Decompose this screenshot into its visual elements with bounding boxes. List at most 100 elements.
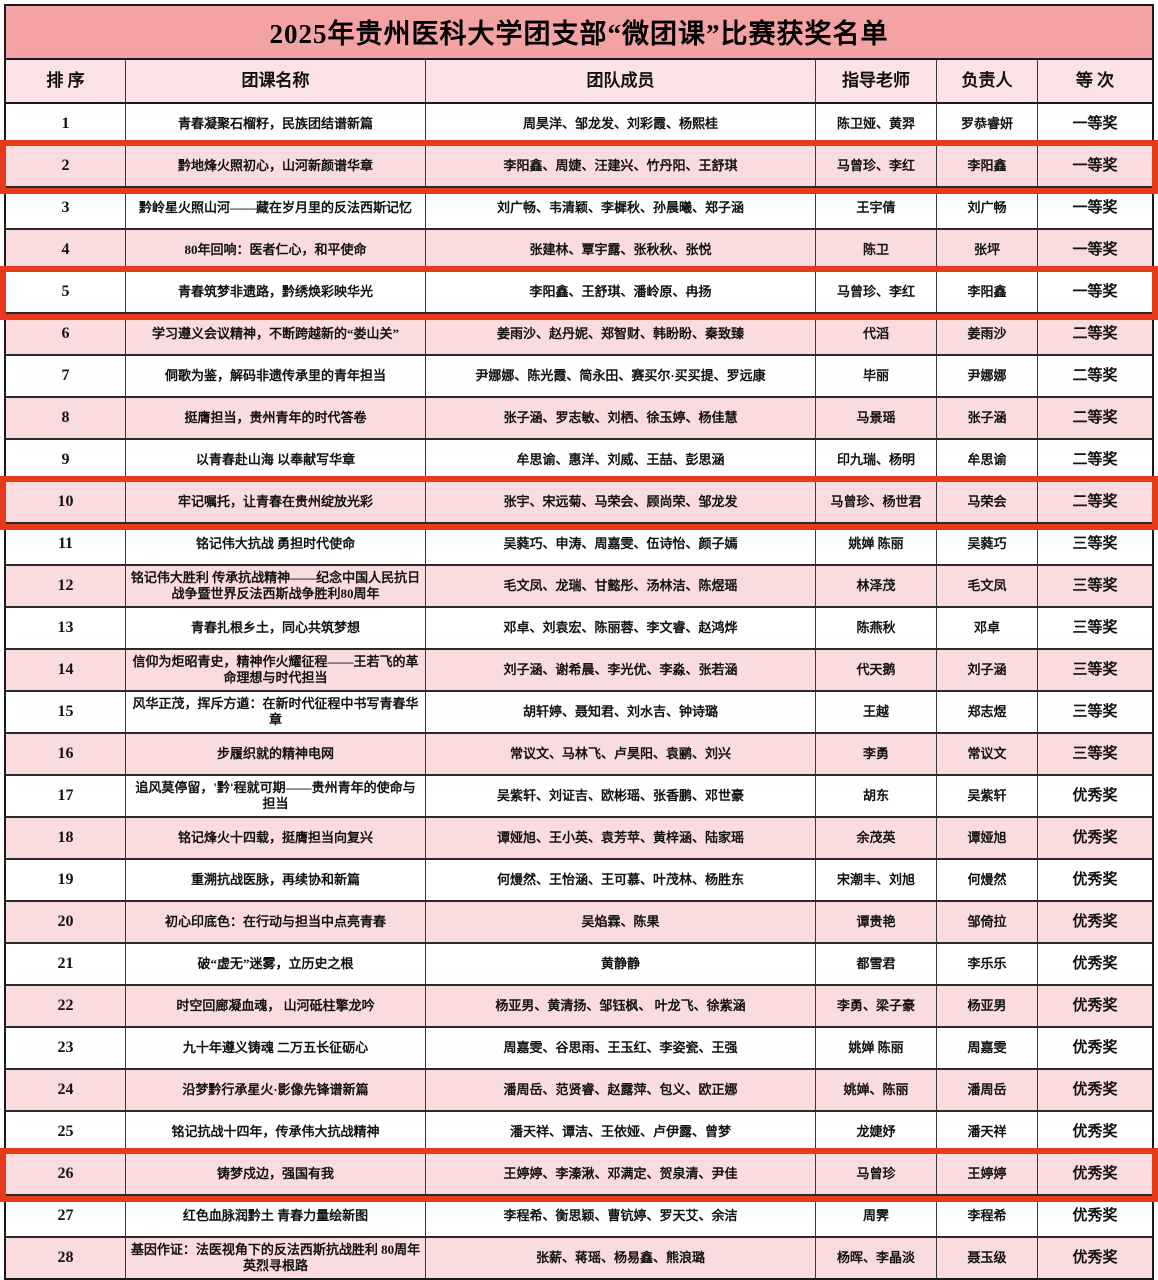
leader-cell: 聂玉级	[937, 1238, 1038, 1278]
rank-cell: 15	[6, 692, 126, 732]
rank-cell: 26	[6, 1154, 126, 1194]
advisor-cell: 谭贵艳	[816, 902, 937, 942]
award-table: 排 序 团课名称 团队成员 指导老师 负责人 等 次 1 青春凝聚石榴籽，民族团…	[4, 58, 1154, 1280]
rank-cell: 27	[6, 1196, 126, 1236]
team-members-cell: 王婷婷、李溱湫、邓满定、贺泉清、尹佳	[426, 1154, 816, 1194]
team-members-cell: 刘子涵、谢希晨、李光优、李淼、张若涵	[426, 650, 816, 690]
course-name-cell: 黔岭星火照山河——藏在岁月里的反法西斯记忆	[126, 188, 426, 228]
course-name-cell: 以青春赴山海 以奉献写华章	[126, 440, 426, 480]
advisor-cell: 毕丽	[816, 356, 937, 396]
award-level-cell: 一等奖	[1072, 283, 1118, 300]
course-name-cell: 铸梦戍边，强国有我	[126, 1154, 426, 1194]
team-members-cell: 杨亚男、黄清扬、邹钰枫、 叶龙飞、徐紫涵	[426, 986, 816, 1026]
advisor-cell: 姚婵 陈丽	[816, 524, 937, 564]
course-name-cell: 初心印底色：在行动与担当中点亮青春	[126, 902, 426, 942]
award-level-cell: 优秀奖	[1072, 913, 1118, 930]
advisor-cell: 宋潮丰、刘旭	[816, 860, 937, 900]
course-name-cell: 步履织就的精神电网	[126, 734, 426, 774]
leader-cell: 尹娜娜	[937, 356, 1038, 396]
table-row: 28 基因作证：法医视角下的反法西斯抗战胜利 80周年英烈寻根路 张薪、蒋瑶、杨…	[6, 1238, 1152, 1278]
course-name-cell: 80年回响：医者仁心，和平使命	[126, 230, 426, 270]
award-level-cell: 优秀奖	[1072, 829, 1118, 846]
course-name-cell: 风华正茂，挥斥方遒：在新时代征程中书写青春华章	[126, 692, 426, 732]
table-row: 7 侗歌为鉴，解码非遗传承里的青年担当 尹娜娜、陈光霞、简永田、赛买尔·买买提、…	[6, 356, 1152, 398]
leader-cell: 郑志煜	[937, 692, 1038, 732]
table-row: 9 以青春赴山海 以奉献写华章 牟思谕、惠洋、刘威、王喆、彭思涵 印九瑞、杨明 …	[6, 440, 1152, 482]
column-header-members: 团队成员	[426, 60, 816, 102]
advisor-cell: 李勇	[816, 734, 937, 774]
table-row: 11 铭记伟大抗战 勇担时代使命 吴蕤巧、申涛、周嘉雯、伍诗怡、颜子嫣 姚婵 陈…	[6, 524, 1152, 566]
course-name-cell: 青春凝聚石榴籽，民族团结谱新篇	[126, 104, 426, 144]
leader-cell: 李阳鑫	[937, 146, 1038, 186]
leader-cell: 邹倚拉	[937, 902, 1038, 942]
team-members-cell: 李阳鑫、王舒琪、潘岭原、冉扬	[426, 272, 816, 312]
course-name-cell: 挺膺担当，贵州青年的时代答卷	[126, 398, 426, 438]
rank-cell: 3	[6, 188, 126, 228]
column-header-award: 等 次	[1038, 60, 1152, 102]
advisor-cell: 印九瑞、杨明	[816, 440, 937, 480]
award-level-cell: 二等奖	[1072, 367, 1118, 384]
course-name-cell: 黔地烽火照初心，山河新颜谱华章	[126, 146, 426, 186]
award-level-cell: 一等奖	[1072, 157, 1118, 174]
team-members-cell: 牟思谕、惠洋、刘威、王喆、彭思涵	[426, 440, 816, 480]
table-row: 14 信仰为炬昭青史，精神作火耀征程——王若飞的革命理想与时代担当 刘子涵、谢希…	[6, 650, 1152, 692]
page-title: 2025年贵州医科大学团支部“微团课”比赛获奖名单	[4, 4, 1154, 58]
table-row: 2 黔地烽火照初心，山河新颜谱华章 李阳鑫、周婕、汪建兴、竹丹阳、王舒琪 马曾珍…	[6, 146, 1152, 188]
course-name-cell: 追风莫停留，'黔'程就可期——贵州青年的使命与担当	[126, 776, 426, 816]
leader-cell: 邓卓	[937, 608, 1038, 648]
advisor-cell: 马曾珍	[816, 1154, 937, 1194]
leader-cell: 吴蕤巧	[937, 524, 1038, 564]
team-members-cell: 谭娅旭、王小英、袁芳苹、黄梓涵、陆家瑶	[426, 818, 816, 858]
advisor-cell: 陈燕秋	[816, 608, 937, 648]
table-row: 22 时空回廊凝血魂， 山河砥柱擎龙吟 杨亚男、黄清扬、邹钰枫、 叶龙飞、徐紫涵…	[6, 986, 1152, 1028]
award-level-cell: 一等奖	[1072, 241, 1118, 258]
rank-cell: 21	[6, 944, 126, 984]
table-row: 26 铸梦戍边，强国有我 王婷婷、李溱湫、邓满定、贺泉清、尹佳 马曾珍 王婷婷 …	[6, 1154, 1152, 1196]
rank-cell: 1	[6, 104, 126, 144]
table-row: 10 牢记嘱托，让青春在贵州绽放光彩 张宇、宋远菊、马荣会、顾尚荣、邹龙发 马曾…	[6, 482, 1152, 524]
team-members-cell: 张宇、宋远菊、马荣会、顾尚荣、邹龙发	[426, 482, 816, 522]
table-row: 6 学习遵义会议精神，不断跨越新的“娄山关” 姜雨沙、赵丹妮、郑智财、韩盼盼、秦…	[6, 314, 1152, 356]
rank-cell: 4	[6, 230, 126, 270]
table-row: 17 追风莫停留，'黔'程就可期——贵州青年的使命与担当 吴紫轩、刘证吉、欧彬瑶…	[6, 776, 1152, 818]
rank-cell: 23	[6, 1028, 126, 1068]
table-row: 23 九十年遵义铸魂 二万五长征砺心 周嘉雯、谷思雨、王玉红、李姿瓷、王强 姚婵…	[6, 1028, 1152, 1070]
table-row: 18 铭记烽火十四载，挺膺担当向复兴 谭娅旭、王小英、袁芳苹、黄梓涵、陆家瑶 余…	[6, 818, 1152, 860]
leader-cell: 李程希	[937, 1196, 1038, 1236]
rank-cell: 24	[6, 1070, 126, 1110]
leader-cell: 李乐乐	[937, 944, 1038, 984]
award-level-cell: 三等奖	[1072, 745, 1118, 762]
award-level-cell: 优秀奖	[1072, 1081, 1118, 1098]
team-members-cell: 黄静静	[426, 944, 816, 984]
team-members-cell: 张建林、覃宇露、张秋秋、张悦	[426, 230, 816, 270]
team-members-cell: 李阳鑫、周婕、汪建兴、竹丹阳、王舒琪	[426, 146, 816, 186]
course-name-cell: 铭记抗战十四年，传承伟大抗战精神	[126, 1112, 426, 1152]
leader-cell: 何熳然	[937, 860, 1038, 900]
award-level-cell: 优秀奖	[1072, 1207, 1118, 1224]
rank-cell: 14	[6, 650, 126, 690]
advisor-cell: 李勇、梁子豪	[816, 986, 937, 1026]
leader-cell: 刘子涵	[937, 650, 1038, 690]
table-row: 13 青春扎根乡土，同心共筑梦想 邓卓、刘袁宏、陈丽蓉、李文睿、赵鸿烨 陈燕秋 …	[6, 608, 1152, 650]
column-header-rank: 排 序	[6, 60, 126, 102]
table-header-row: 排 序 团课名称 团队成员 指导老师 负责人 等 次	[6, 60, 1152, 104]
award-level-cell: 二等奖	[1072, 493, 1118, 510]
advisor-cell: 马曾珍、李红	[816, 146, 937, 186]
award-level-cell: 三等奖	[1072, 577, 1118, 594]
column-header-advisor: 指导老师	[816, 60, 937, 102]
leader-cell: 毛文凤	[937, 566, 1038, 606]
team-members-cell: 张子涵、罗志敏、刘栖、徐玉婷、杨佳慧	[426, 398, 816, 438]
award-level-cell: 优秀奖	[1072, 1165, 1118, 1182]
leader-cell: 潘周岳	[937, 1070, 1038, 1110]
advisor-cell: 胡东	[816, 776, 937, 816]
rank-cell: 10	[6, 482, 126, 522]
advisor-cell: 王宇倩	[816, 188, 937, 228]
team-members-cell: 邓卓、刘袁宏、陈丽蓉、李文睿、赵鸿烨	[426, 608, 816, 648]
award-level-cell: 优秀奖	[1072, 955, 1118, 972]
course-name-cell: 铭记伟大胜利 传承抗战精神——纪念中国人民抗日战争暨世界反法西斯战争胜利80周年	[126, 566, 426, 606]
award-level-cell: 优秀奖	[1072, 871, 1118, 888]
course-name-cell: 侗歌为鉴，解码非遗传承里的青年担当	[126, 356, 426, 396]
leader-cell: 潘天祥	[937, 1112, 1038, 1152]
advisor-cell: 杨晖、李晶淡	[816, 1238, 937, 1278]
team-members-cell: 毛文凤、龙瑞、甘懿彤、汤林洁、陈煜瑶	[426, 566, 816, 606]
